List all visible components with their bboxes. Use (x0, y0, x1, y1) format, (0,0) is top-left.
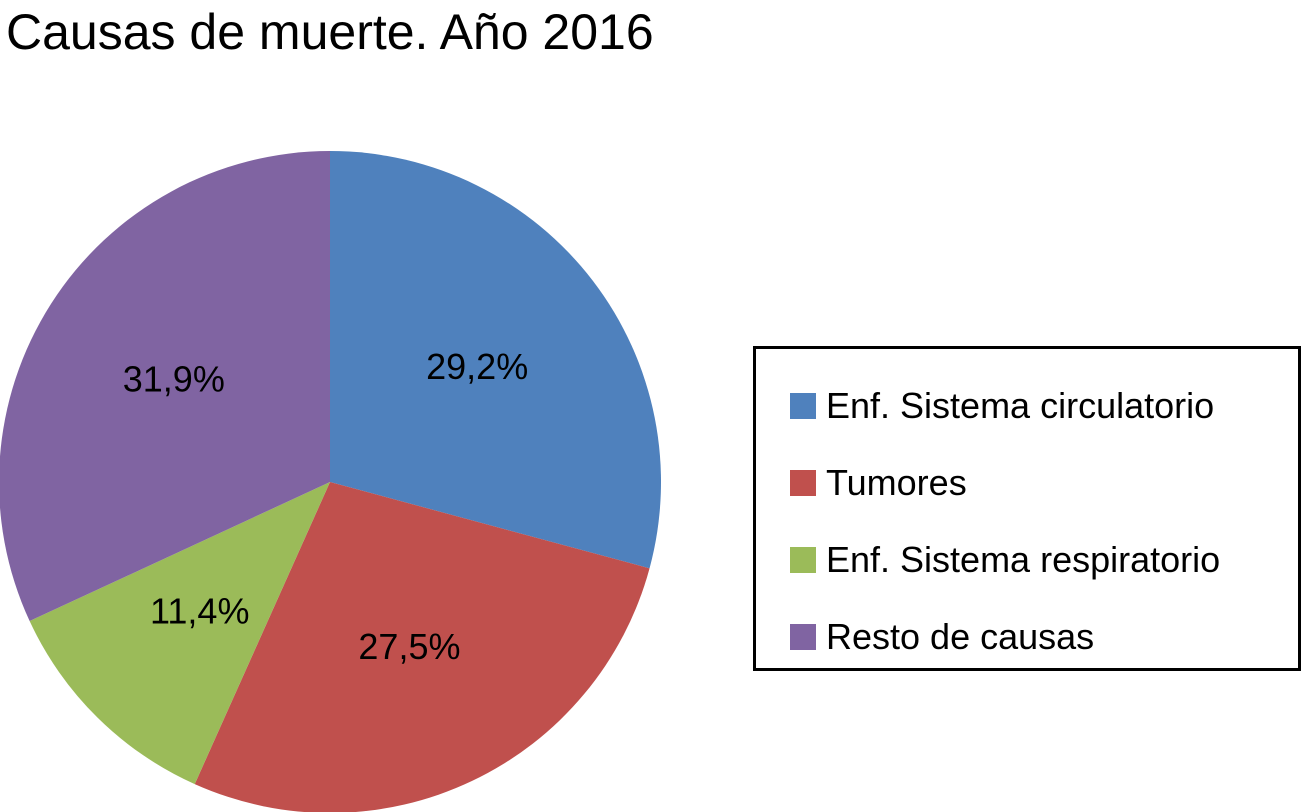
legend-item: Enf. Sistema respiratorio (790, 521, 1298, 598)
legend-item: Tumores (790, 444, 1298, 521)
legend-label: Enf. Sistema respiratorio (826, 538, 1221, 580)
slice-data-label: 11,4% (150, 590, 249, 631)
legend-label: Resto de causas (826, 615, 1095, 657)
chart-title: Causas de muerte. Año 2016 (6, 4, 654, 60)
legend: Enf. Sistema circulatorio Tumores Enf. S… (753, 346, 1301, 671)
legend-swatch (790, 546, 816, 573)
legend-swatch (790, 623, 816, 650)
pie-slice (194, 482, 650, 812)
slice-data-label: 27,5% (358, 626, 460, 667)
slice-data-label: 29,2% (426, 346, 528, 387)
legend-label: Tumores (826, 461, 967, 503)
slice-data-label: 31,9% (123, 359, 225, 400)
pie-slice (29, 482, 331, 785)
legend-item: Enf. Sistema circulatorio (790, 367, 1298, 444)
pie-slice (0, 151, 330, 622)
legend-label: Enf. Sistema circulatorio (826, 384, 1215, 426)
legend-swatch (790, 392, 816, 419)
pie-slice (330, 151, 661, 569)
legend-swatch (790, 469, 816, 496)
legend-item: Resto de causas (790, 598, 1298, 675)
